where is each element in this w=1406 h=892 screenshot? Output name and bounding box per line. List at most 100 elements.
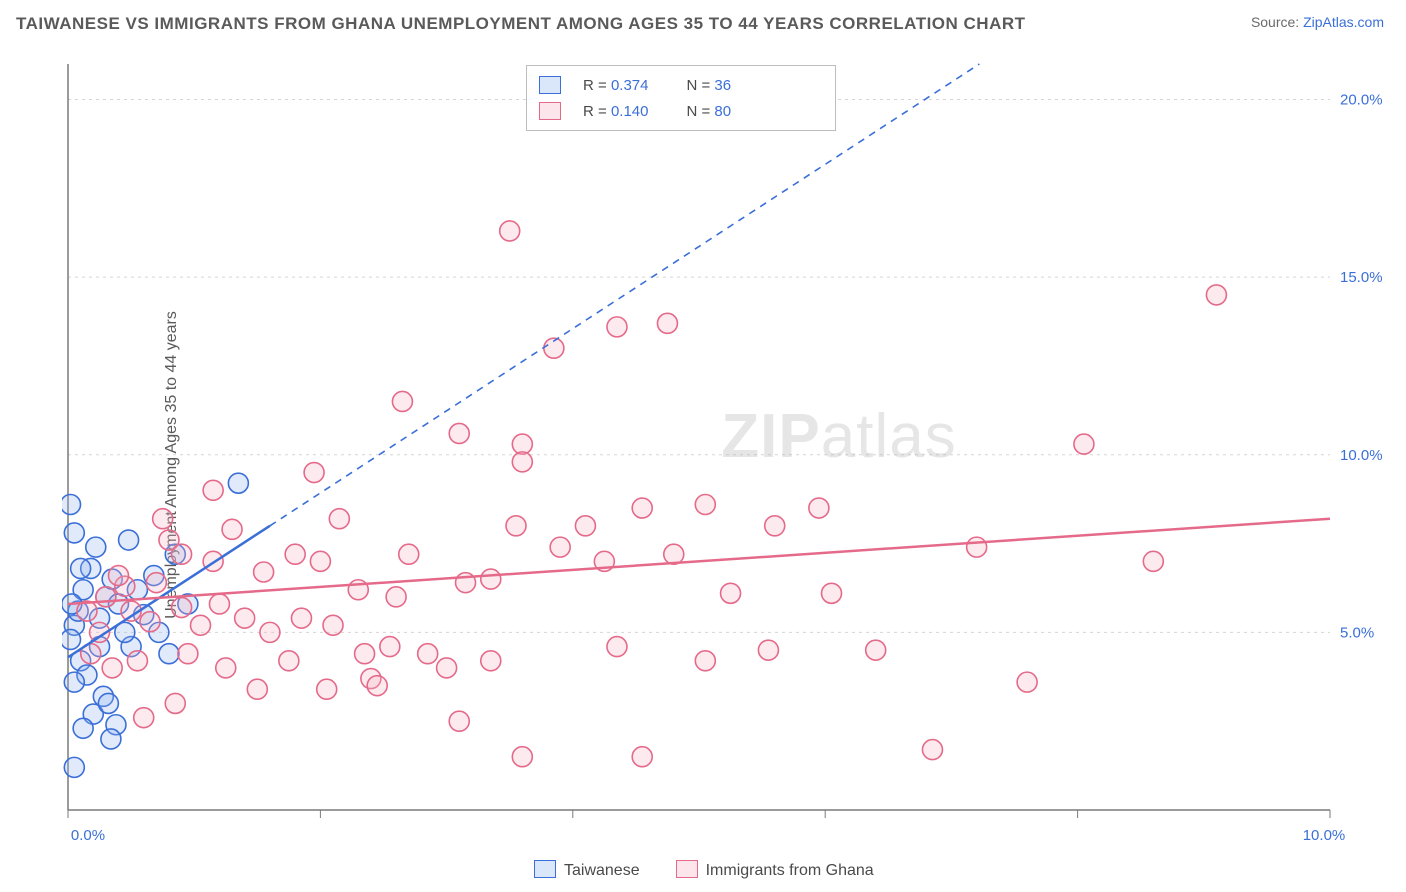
scatter-point [449, 423, 469, 443]
scatter-point [102, 658, 122, 678]
scatter-point [304, 463, 324, 483]
scatter-point [317, 679, 337, 699]
scatter-point [98, 693, 118, 713]
legend-swatch [539, 76, 561, 94]
scatter-point [159, 644, 179, 664]
scatter-point [1017, 672, 1037, 692]
scatter-point [575, 516, 595, 536]
scatter-point [146, 573, 166, 593]
scatter-point [355, 644, 375, 664]
scatter-point [119, 530, 139, 550]
scatter-point [247, 679, 267, 699]
legend-series-row: Taiwanese Immigrants from Ghana [534, 860, 874, 880]
scatter-point [500, 221, 520, 241]
scatter-point [64, 757, 84, 777]
scatter-point [73, 718, 93, 738]
scatter-point [822, 583, 842, 603]
scatter-point [380, 637, 400, 657]
scatter-point [285, 544, 305, 564]
scatter-point [512, 747, 532, 767]
scatter-point [399, 544, 419, 564]
legend-series-label: Immigrants from Ghana [706, 862, 874, 879]
legend-swatch [539, 102, 561, 120]
y-tick-label: 10.0% [1340, 447, 1382, 464]
scatter-point [809, 498, 829, 518]
scatter-point [695, 651, 715, 671]
scatter-point [418, 644, 438, 664]
scatter-plot: 5.0%10.0%15.0%20.0%0.0%10.0%ZIPatlas [62, 50, 1382, 868]
scatter-point [165, 693, 185, 713]
scatter-point [695, 494, 715, 514]
scatter-point [153, 509, 173, 529]
legend-n-label: N = 80 [686, 103, 731, 120]
legend-n-label: N = 36 [686, 77, 731, 94]
scatter-point [172, 598, 192, 618]
scatter-point [607, 317, 627, 337]
scatter-point [127, 651, 147, 671]
x-tick-label: 10.0% [1303, 827, 1346, 844]
scatter-point [512, 452, 532, 472]
legend-series-item: Taiwanese [534, 860, 640, 880]
scatter-point [323, 615, 343, 635]
scatter-point [159, 530, 179, 550]
scatter-point [758, 640, 778, 660]
scatter-point [449, 711, 469, 731]
scatter-point [64, 672, 84, 692]
source-link[interactable]: ZipAtlas.com [1303, 14, 1384, 30]
scatter-point [64, 523, 84, 543]
scatter-point [134, 708, 154, 728]
scatter-point [632, 498, 652, 518]
scatter-point [922, 740, 942, 760]
y-tick-label: 15.0% [1340, 269, 1382, 286]
scatter-point [967, 537, 987, 557]
scatter-point [108, 566, 128, 586]
scatter-point [235, 608, 255, 628]
scatter-point [632, 747, 652, 767]
chart-title: TAIWANESE VS IMMIGRANTS FROM GHANA UNEMP… [16, 14, 1026, 34]
scatter-point [178, 644, 198, 664]
legend-series-item: Immigrants from Ghana [676, 860, 874, 880]
scatter-point [140, 612, 160, 632]
scatter-point [437, 658, 457, 678]
chart-container: Unemployment Among Ages 35 to 44 years 5… [16, 50, 1390, 880]
y-tick-label: 5.0% [1340, 624, 1374, 641]
scatter-point [550, 537, 570, 557]
scatter-point [254, 562, 274, 582]
scatter-point [222, 519, 242, 539]
y-tick-label: 20.0% [1340, 92, 1382, 109]
legend-r-label: R = 0.140 [583, 103, 648, 120]
scatter-point [664, 544, 684, 564]
scatter-point [481, 651, 501, 671]
scatter-point [71, 558, 91, 578]
scatter-point [260, 622, 280, 642]
legend-stat-row: R = 0.374N = 36 [539, 72, 821, 98]
scatter-point [310, 551, 330, 571]
scatter-point [866, 640, 886, 660]
scatter-point [657, 313, 677, 333]
trend-line [68, 519, 1330, 604]
scatter-point [506, 516, 526, 536]
scatter-point [1206, 285, 1226, 305]
scatter-point [216, 658, 236, 678]
scatter-point [203, 480, 223, 500]
scatter-point [209, 594, 229, 614]
scatter-point [1143, 551, 1163, 571]
scatter-point [62, 629, 81, 649]
scatter-point [481, 569, 501, 589]
scatter-point [62, 494, 81, 514]
scatter-point [279, 651, 299, 671]
scatter-point [329, 509, 349, 529]
legend-swatch [676, 860, 698, 878]
source-prefix: Source: [1251, 14, 1303, 30]
scatter-point [721, 583, 741, 603]
legend-series-label: Taiwanese [564, 862, 640, 879]
scatter-point [101, 729, 121, 749]
legend-stat-row: R = 0.140 N = 80 [539, 98, 821, 124]
source-credit: Source: ZipAtlas.com [1251, 14, 1384, 30]
scatter-point [228, 473, 248, 493]
legend-swatch [534, 860, 556, 878]
scatter-point [1074, 434, 1094, 454]
scatter-point [607, 637, 627, 657]
scatter-point [367, 676, 387, 696]
scatter-point [386, 587, 406, 607]
